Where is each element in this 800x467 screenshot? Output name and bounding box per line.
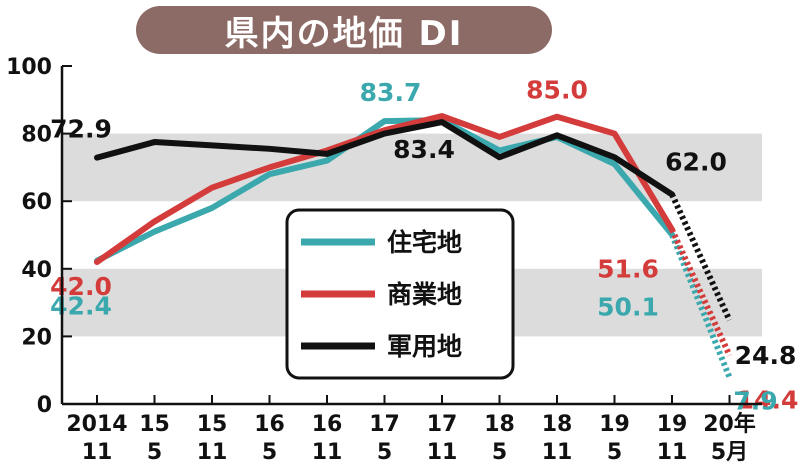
y-tick-label: 20 (21, 325, 52, 350)
y-axis-ticks: 0 20 40 60 80 100 (6, 55, 52, 418)
y-tick-label: 60 (21, 190, 52, 215)
series-lines (94, 113, 733, 379)
chart-title: 県内の地価 DI (224, 13, 464, 54)
x-tick-label-month: 5 (147, 440, 162, 465)
legend-label-2: 軍用地 (387, 332, 462, 361)
x-tick-label-month: 11 (82, 440, 113, 465)
x-tick-label-year: 19 (657, 412, 688, 437)
data-label: 14.4 (737, 385, 799, 414)
series-line-0 (94, 117, 675, 264)
x-tick-label-year: 16 (254, 412, 285, 437)
x-tick-label-month: 5 (492, 440, 507, 465)
data-label: 42.0 (50, 272, 112, 301)
y-tick-label: 40 (21, 258, 52, 283)
x-tick-label-year: 16 (312, 412, 343, 437)
legend-label-1: 商業地 (387, 280, 462, 309)
series-projection-0 (669, 233, 733, 379)
x-tick-label-month: 5 (607, 440, 622, 465)
data-label: 51.6 (597, 255, 659, 284)
data-label: 83.7 (360, 78, 422, 107)
x-tick-label-month: 11 (657, 440, 688, 465)
x-tick-label-year: 15 (139, 412, 170, 437)
x-tick-label-year: 19 (599, 412, 630, 437)
axes (60, 65, 762, 406)
x-tick-label-year: 17 (427, 412, 458, 437)
title-banner: 県内の地価 DI (136, 6, 552, 54)
x-tick-label-month: 11 (542, 440, 573, 465)
x-tick-label-month: 5 (377, 440, 392, 465)
data-labels: 72.9 42.442.0 83.7 83.4 85.0 62.0 51.6 50.1 24.8… (50, 76, 798, 416)
data-label: 24.8 (735, 341, 797, 370)
data-label: 83.4 (393, 135, 455, 164)
series-projection-2 (669, 193, 733, 322)
data-label: 72.9 (50, 115, 112, 144)
x-tick-label-year: 2014 (66, 412, 127, 437)
data-label: 7.9 (733, 386, 777, 415)
x-tick-label-year: 18 (484, 412, 515, 437)
series-line-2 (94, 119, 675, 198)
x-tick-label-year: 18 (542, 412, 573, 437)
x-tick-label-year: 20年 (703, 411, 756, 437)
x-tick-label-month: 5月 (711, 440, 748, 465)
y-tick-label: 0 (37, 393, 52, 418)
series-line-1 (94, 113, 675, 266)
x-tick-label-month: 5 (262, 440, 277, 465)
x-tick-label-year: 15 (197, 412, 228, 437)
data-label: 42.4 (50, 292, 112, 321)
x-tick-label-month: 11 (197, 440, 228, 465)
series-projection-1 (669, 228, 733, 357)
data-label: 50.1 (597, 293, 659, 322)
legend-label-0: 住宅地 (387, 228, 462, 257)
data-label: 85.0 (526, 76, 588, 105)
data-label: 62.0 (665, 147, 727, 176)
x-tick-label-month: 11 (312, 440, 343, 465)
y-tick-label: 100 (6, 55, 52, 80)
x-tick-label-month: 11 (427, 440, 458, 465)
legend-box (285, 208, 515, 380)
y-tick-label: 80 (21, 123, 52, 148)
x-axis-ticks: 2014 11 15 5 15 11 16 5 16 11 17 5 17 11 18 5 18 11 19 5 19 1… (66, 411, 755, 465)
x-tick-label-year: 17 (369, 412, 400, 437)
